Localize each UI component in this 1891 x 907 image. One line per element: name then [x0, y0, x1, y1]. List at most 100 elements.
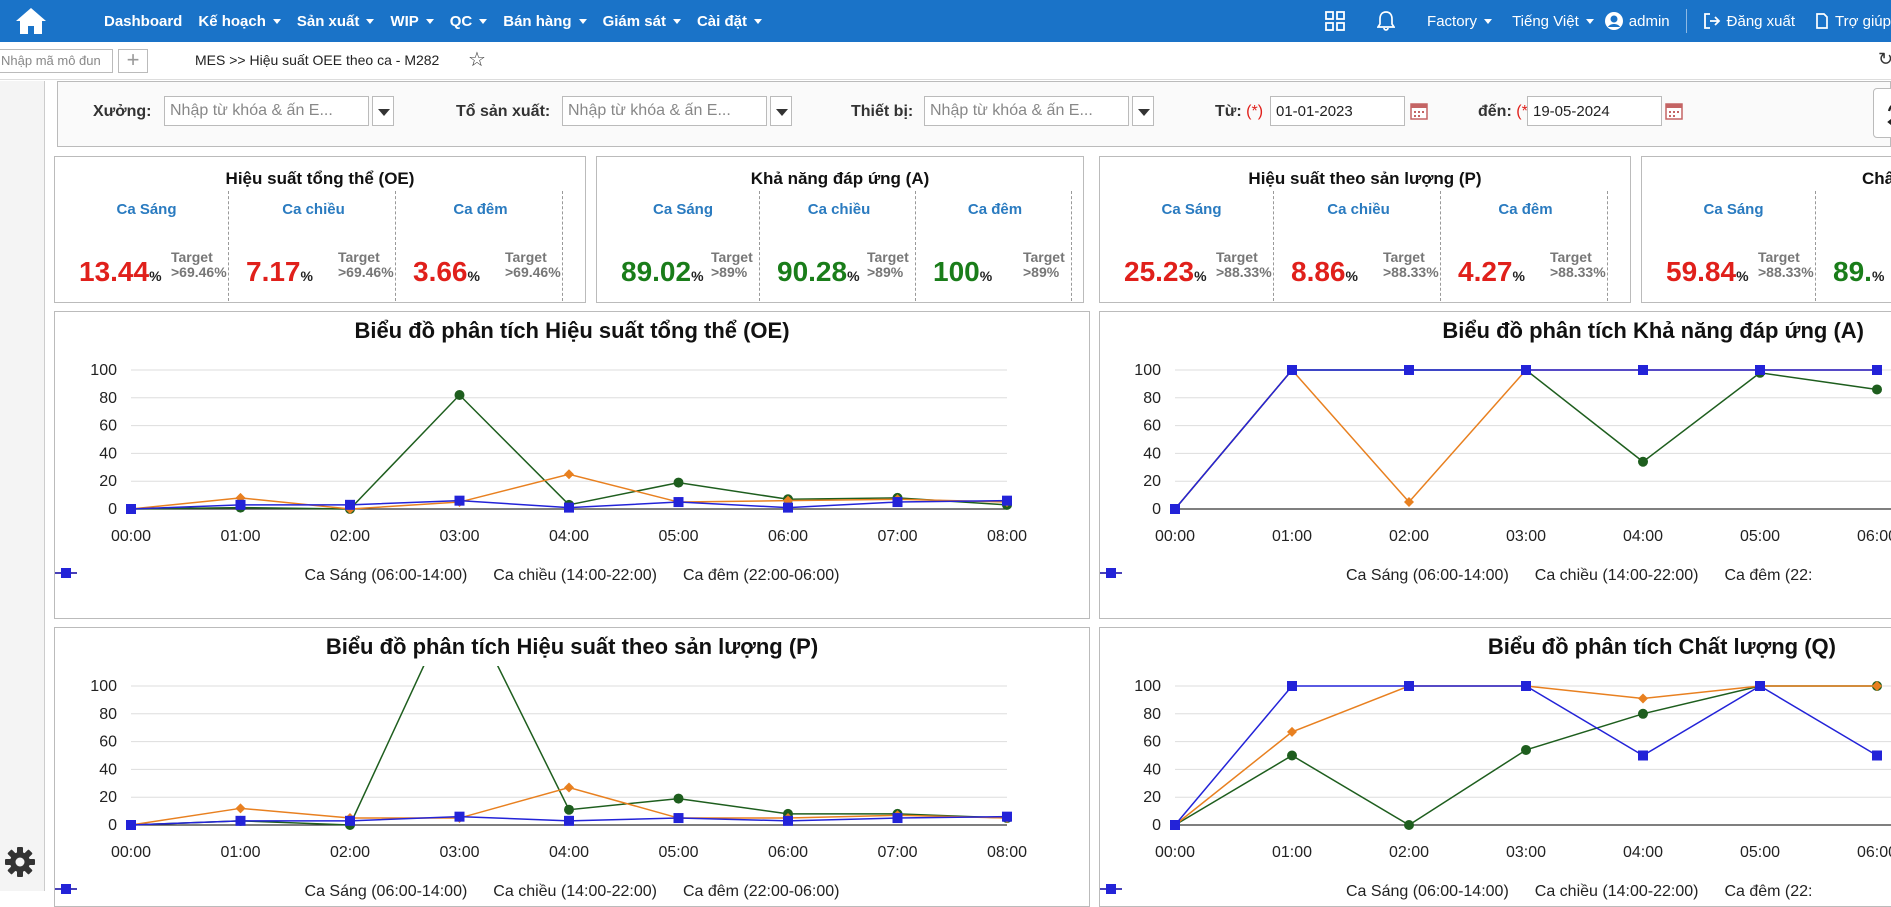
bell-icon[interactable] [1355, 11, 1417, 31]
data-point[interactable] [673, 497, 684, 508]
data-point[interactable] [564, 469, 574, 480]
refresh-button[interactable] [1873, 88, 1891, 138]
legend-item[interactable]: Ca chiều (14:00-22:00) [1100, 567, 1698, 585]
legend-item[interactable]: Ca đêm (22: [1100, 883, 1812, 901]
settings-gear-icon[interactable] [4, 846, 36, 878]
data-point[interactable] [1287, 365, 1297, 375]
logout-button[interactable]: Đăng xuất [1693, 12, 1805, 30]
data-point[interactable] [1404, 820, 1414, 830]
data-point[interactable] [1404, 497, 1414, 508]
data-point[interactable] [1872, 384, 1882, 395]
data-point[interactable] [673, 813, 684, 824]
legend-item[interactable]: Ca Sáng (06:00-14:00) [55, 883, 467, 901]
add-tab-button[interactable]: + [118, 49, 148, 73]
device-select[interactable]: Nhập từ khóa & ấn E... [924, 96, 1129, 126]
workshop-dropdown-button[interactable] [372, 96, 394, 126]
data-point[interactable] [564, 815, 574, 826]
data-point[interactable] [1002, 811, 1012, 822]
series-line [1174, 685, 1877, 826]
favorite-star-icon[interactable]: ☆ [468, 49, 486, 71]
data-point[interactable] [345, 499, 355, 510]
data-point[interactable] [1521, 681, 1531, 691]
target-label: Target [1758, 249, 1800, 265]
nav-item-5[interactable]: Bán hàng [495, 13, 594, 30]
divider [1440, 191, 1441, 301]
home-icon[interactable] [14, 6, 48, 36]
data-point[interactable] [454, 390, 465, 401]
reload-page-icon[interactable]: ↻ [1878, 49, 1891, 69]
team-select[interactable]: Nhập từ khóa & ấn E... [562, 96, 767, 126]
data-point[interactable] [564, 782, 574, 793]
calendar-icon[interactable] [1665, 102, 1683, 120]
data-point[interactable] [1170, 504, 1180, 514]
data-point[interactable] [1404, 365, 1414, 375]
calendar-icon[interactable] [1410, 102, 1428, 120]
module-search-input[interactable]: Nhập mã mô đun [0, 49, 113, 73]
from-date-input[interactable]: 01-01-2023 [1270, 96, 1405, 126]
workshop-select[interactable]: Nhập từ khóa & ấn E... [164, 96, 369, 126]
kpi-card: Khả năng đáp ứng (A) Ca Sáng 89.02% Target >… [596, 156, 1084, 303]
data-point[interactable] [1287, 750, 1297, 761]
language-dropdown[interactable]: Tiếng Việt [1502, 13, 1604, 30]
data-point[interactable] [345, 815, 355, 826]
nav-item-6[interactable]: Giám sát [595, 13, 689, 30]
nav-item-7[interactable]: Cài đặt [689, 13, 770, 30]
data-point[interactable] [454, 495, 465, 506]
nav-item-label: WIP [390, 12, 419, 30]
data-point[interactable] [1638, 365, 1648, 375]
data-point[interactable] [1755, 681, 1765, 691]
data-point[interactable] [564, 502, 574, 513]
legend-item[interactable]: Ca Sáng (06:00-14:00) [1100, 883, 1509, 901]
nav-item-3[interactable]: WIP [382, 13, 441, 30]
user-menu[interactable]: admin [1604, 11, 1680, 31]
data-point[interactable] [235, 815, 246, 826]
to-date-input[interactable]: 19-05-2024 [1527, 96, 1662, 126]
data-point[interactable] [126, 504, 136, 514]
team-dropdown-button[interactable] [770, 96, 792, 126]
data-point[interactable] [1287, 681, 1297, 691]
legend-item[interactable]: Ca đêm (22:00-06:00) [55, 883, 839, 901]
nav-item-0[interactable]: Dashboard [96, 13, 190, 30]
nav-item-1[interactable]: Kế hoạch [190, 13, 289, 30]
data-point[interactable] [1872, 681, 1882, 691]
legend-item[interactable]: Ca chiều (14:00-22:00) [55, 883, 657, 901]
data-point[interactable] [564, 804, 574, 815]
data-point[interactable] [1638, 708, 1648, 719]
legend-item[interactable]: Ca Sáng (06:00-14:00) [55, 567, 467, 585]
device-dropdown-button[interactable] [1132, 96, 1154, 126]
data-point[interactable] [673, 793, 684, 804]
data-point[interactable] [1755, 365, 1765, 375]
data-point[interactable] [1638, 456, 1648, 467]
data-point[interactable] [1872, 365, 1882, 375]
help-button[interactable]: Trợ giúp [1805, 12, 1891, 30]
data-point[interactable] [126, 820, 136, 830]
data-point[interactable] [892, 813, 903, 824]
data-point[interactable] [892, 497, 903, 508]
data-point[interactable] [1287, 726, 1297, 737]
data-point[interactable] [454, 811, 465, 822]
data-point[interactable] [783, 815, 793, 826]
factory-dropdown[interactable]: Factory [1417, 13, 1502, 30]
legend-item[interactable]: Ca đêm (22:00-06:00) [55, 567, 839, 585]
data-point[interactable] [1638, 693, 1648, 704]
nav-item-4[interactable]: QC [442, 13, 496, 30]
x-tick-label: 03:00 [1506, 844, 1546, 861]
data-point[interactable] [1002, 495, 1012, 506]
data-point[interactable] [1404, 681, 1414, 691]
legend-item[interactable]: Ca chiều (14:00-22:00) [55, 567, 657, 585]
nav-item-2[interactable]: Sản xuất [289, 13, 383, 30]
data-point[interactable] [1170, 820, 1180, 830]
data-point[interactable] [1521, 744, 1531, 755]
legend-item[interactable]: Ca Sáng (06:00-14:00) [1100, 567, 1509, 585]
apps-grid-icon[interactable] [1315, 11, 1355, 31]
data-point[interactable] [235, 499, 246, 510]
data-point[interactable] [1872, 750, 1882, 761]
data-point[interactable] [1638, 750, 1648, 761]
data-point[interactable] [1521, 365, 1531, 375]
data-point[interactable] [783, 502, 793, 513]
data-point[interactable] [673, 477, 684, 488]
legend-item[interactable]: Ca chiều (14:00-22:00) [1100, 883, 1698, 901]
target-value: >88.33% [1758, 264, 1814, 280]
data-point[interactable] [235, 803, 246, 814]
legend-item[interactable]: Ca đêm (22: [1100, 567, 1812, 585]
